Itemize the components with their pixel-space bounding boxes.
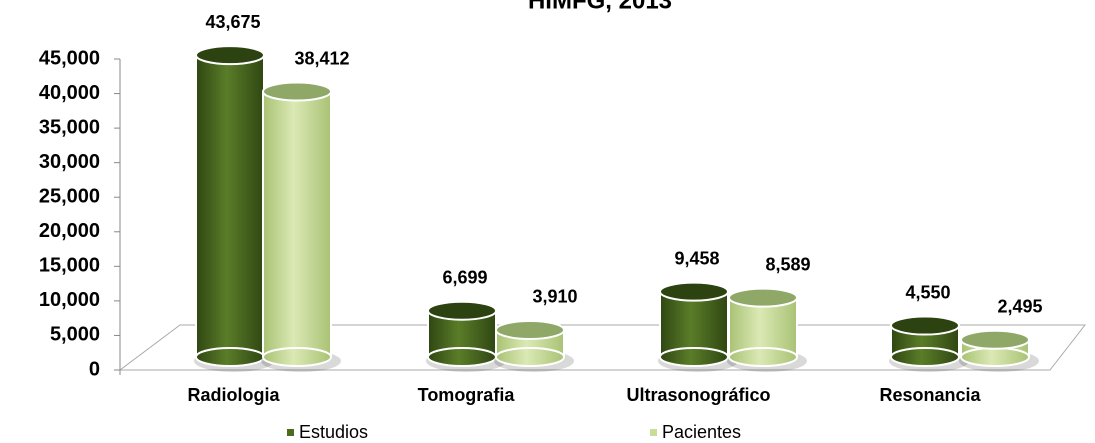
y-tick-label: 10,000: [39, 289, 100, 311]
value-label: 2,495: [997, 297, 1042, 317]
bar-top: [427, 300, 497, 321]
value-label: 38,412: [294, 48, 349, 68]
legend-label: Estudios: [299, 422, 368, 442]
floor: [118, 324, 1087, 371]
y-tick-label: 45,000: [39, 47, 100, 69]
bar-bottom: [427, 347, 497, 367]
bar-top: [195, 45, 265, 66]
legend-swatch: [287, 429, 294, 436]
y-tick-label: 30,000: [39, 151, 100, 173]
value-label: 9,458: [674, 248, 719, 268]
x-tick-label: Ultrasonográfico: [626, 385, 770, 405]
value-label: 4,550: [905, 282, 950, 302]
bar: [196, 55, 264, 357]
y-tick-label: 20,000: [39, 220, 100, 242]
bar-bottom: [960, 347, 1030, 367]
chart-title: HIMFG, 2013: [528, 0, 672, 14]
y-tick-label: 0: [89, 358, 100, 380]
y-tick-label: 15,000: [39, 255, 100, 277]
y-tick-label: 5,000: [50, 324, 100, 346]
bar-bottom: [659, 347, 729, 367]
y-tick-label: 40,000: [39, 82, 100, 104]
bar-bottom: [262, 347, 332, 367]
value-label: 43,675: [205, 12, 260, 32]
value-label: 3,910: [532, 287, 577, 307]
bar-top: [659, 281, 729, 302]
bar-top: [495, 319, 565, 340]
value-label: 8,589: [765, 254, 810, 274]
bar-bottom: [495, 347, 565, 367]
bar-bottom: [728, 347, 798, 367]
bar: [660, 291, 728, 357]
bar: [263, 91, 331, 358]
bar-bottom: [890, 347, 960, 367]
bar-top: [262, 81, 332, 102]
x-tick-label: Tomografia: [418, 385, 516, 405]
y-tick-label: 35,000: [39, 116, 100, 138]
bar-top: [890, 315, 960, 336]
legend-label: Pacientes: [662, 422, 741, 442]
x-tick-label: Radiologia: [187, 385, 280, 405]
bar-top: [728, 287, 798, 308]
bar-top: [960, 329, 1030, 350]
bar-bottom: [195, 347, 265, 367]
legend-swatch: [650, 429, 657, 436]
x-tick-label: Resonancia: [879, 385, 981, 405]
y-tick-label: 25,000: [39, 186, 100, 208]
value-label: 6,699: [442, 267, 487, 287]
